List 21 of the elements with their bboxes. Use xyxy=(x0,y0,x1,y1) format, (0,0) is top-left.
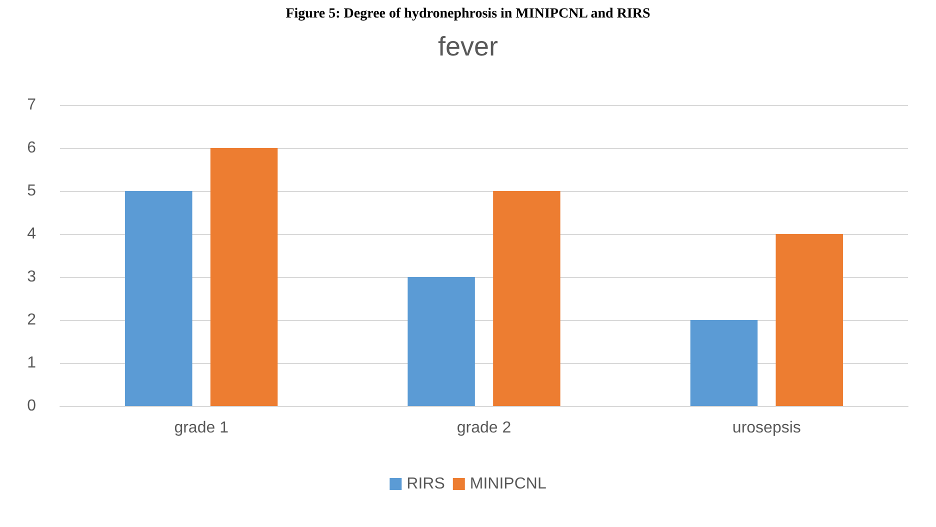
y-tick-label: 3 xyxy=(27,268,36,286)
y-tick-label: 7 xyxy=(27,96,36,114)
x-tick-label: urosepsis xyxy=(732,420,801,436)
legend-label: RIRS xyxy=(406,476,445,492)
bar xyxy=(408,277,475,406)
legend-label: MINIPCNL xyxy=(470,476,546,492)
bar xyxy=(493,191,560,406)
y-tick-label: 0 xyxy=(27,398,36,414)
y-tick-label: 5 xyxy=(27,182,36,200)
bar xyxy=(210,148,278,406)
y-tick-label: 1 xyxy=(27,354,36,372)
x-tick-label: grade 2 xyxy=(456,420,512,436)
bar xyxy=(125,191,192,406)
bar xyxy=(776,234,843,406)
y-tick-label: 6 xyxy=(27,140,36,156)
x-tick-label: grade 1 xyxy=(174,420,229,436)
caption: Figure 5: Degree of hydronephrosis in MINIPCNL and RIRS xyxy=(286,6,650,22)
bar xyxy=(690,320,758,406)
chart-title: fever xyxy=(438,32,498,62)
y-tick-label: 4 xyxy=(27,226,36,242)
y-tick-label: 2 xyxy=(27,312,36,328)
